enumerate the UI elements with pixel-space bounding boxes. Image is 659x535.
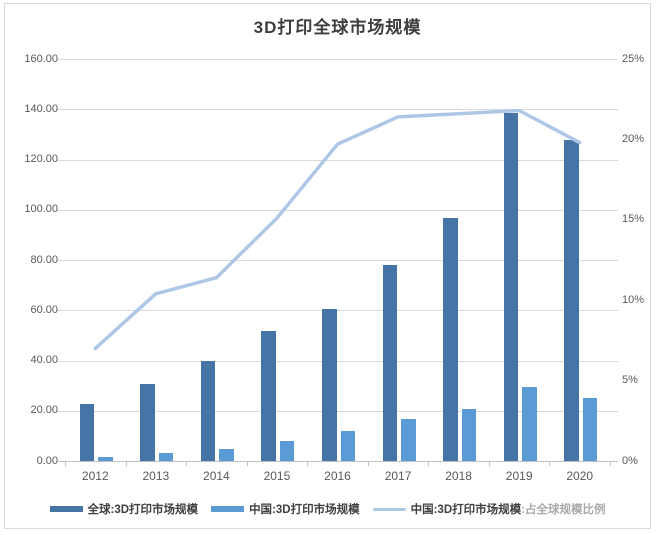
legend-label: 全球:3D打印市场规模 xyxy=(87,504,199,516)
y-axis-label-left: 40.00 xyxy=(30,354,58,366)
y-axis-label-left: 60.00 xyxy=(30,303,58,316)
y-axis-label-left: 100.00 xyxy=(24,203,58,216)
bar-china xyxy=(582,398,598,461)
x-axis-tick xyxy=(246,462,248,466)
bar-global xyxy=(443,217,458,461)
x-axis-tick xyxy=(610,462,611,466)
gridline xyxy=(57,410,618,412)
gridline xyxy=(57,109,618,111)
bar-china xyxy=(219,448,234,461)
gridline xyxy=(57,159,618,161)
y-axis-label-right: 20% xyxy=(622,132,645,145)
y-axis-label-left: 80.00 xyxy=(30,253,58,266)
gridline xyxy=(57,260,618,261)
bar-china xyxy=(279,441,295,461)
legend-label-watermark-faded: :占全球规模比例 xyxy=(521,504,606,516)
x-axis-label: 2013 xyxy=(142,469,170,483)
y-axis-label-left: 120.00 xyxy=(24,153,58,165)
x-axis-tick xyxy=(549,462,551,466)
bar-global xyxy=(261,331,276,461)
bar-china xyxy=(461,408,477,461)
bar-global xyxy=(564,140,579,461)
y-axis-label-right: 15% xyxy=(622,213,645,226)
bar-global xyxy=(140,383,155,461)
x-axis-label: 2019 xyxy=(505,469,533,483)
bar-global xyxy=(382,265,398,461)
gridline xyxy=(57,59,618,60)
bar-china xyxy=(158,453,174,461)
x-axis-tick xyxy=(186,462,188,466)
y-axis-label-right: 10% xyxy=(622,293,645,306)
chart-title: 3D打印全球市场规模 xyxy=(253,18,422,37)
ratio-line xyxy=(93,108,582,351)
bar-china xyxy=(522,386,537,461)
legend-label: 中国:3D打印市场规模 xyxy=(249,504,360,516)
y-axis-label-left: 160.00 xyxy=(24,52,58,65)
x-axis-label: 2018 xyxy=(445,469,472,483)
x-axis-line xyxy=(57,461,618,462)
legend-bar-marker xyxy=(211,506,245,512)
x-axis-label: 2012 xyxy=(81,469,109,483)
x-axis-tick xyxy=(428,462,430,466)
x-axis-label: 2017 xyxy=(384,469,412,483)
legend-item: 中国:3D打印市场规模:占全球规模比例 xyxy=(372,501,606,517)
x-axis-tick xyxy=(65,462,66,466)
plot-area: 160.00 140.00 120.00 100.00 80.00 60.00 40.00 2… xyxy=(24,53,644,484)
bar-china xyxy=(98,457,113,461)
x-axis-tick xyxy=(488,462,490,466)
bar-china xyxy=(340,431,355,461)
bar-global xyxy=(200,361,216,461)
y-axis-label-right: 5% xyxy=(622,374,638,387)
legend-line-marker xyxy=(372,507,406,511)
x-axis-label: 2020 xyxy=(566,469,594,483)
x-axis-tick xyxy=(367,462,369,466)
y-axis-label-left: 20.00 xyxy=(30,404,58,417)
legend-item: 全球:3D打印市场规模 xyxy=(49,501,199,517)
y-axis-label-left: 0.00 xyxy=(36,454,58,467)
x-axis-tick xyxy=(307,462,309,466)
bar-global xyxy=(503,112,519,461)
y-axis-label-left: 140.00 xyxy=(24,102,58,115)
x-axis-label: 2014 xyxy=(203,469,230,483)
chart-legend: 全球:3D打印市场规模 中国:3D打印市场规模 中国:3D打印市场规模:占全球规模比… xyxy=(5,501,650,517)
y-axis-label-right: 0% xyxy=(622,454,638,467)
bar-global xyxy=(322,308,337,461)
x-axis-label: 2015 xyxy=(263,469,291,483)
bar-global xyxy=(79,403,95,461)
x-axis-label: 2016 xyxy=(324,469,351,483)
y-axis-label-right: 25% xyxy=(622,52,645,65)
gridline xyxy=(57,310,618,312)
legend-bar-marker xyxy=(49,506,83,512)
gridline xyxy=(57,360,618,362)
gridline xyxy=(57,209,618,211)
legend-item: 中国:3D打印市场规模 xyxy=(211,501,360,517)
x-axis-tick xyxy=(125,462,127,466)
bar-china xyxy=(401,419,416,461)
legend-label: 中国:3D打印市场规模:占全球规模比例 xyxy=(410,504,606,516)
